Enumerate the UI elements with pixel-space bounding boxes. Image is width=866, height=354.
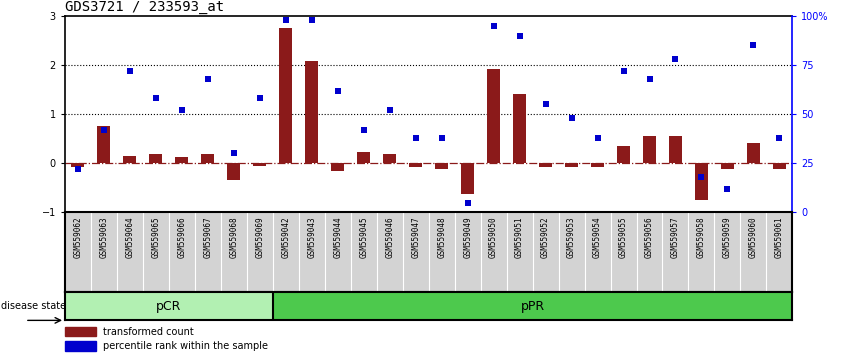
- Text: pPR: pPR: [520, 300, 545, 313]
- Text: GSM559052: GSM559052: [541, 216, 550, 258]
- Text: GSM559065: GSM559065: [152, 216, 160, 258]
- Text: GSM559061: GSM559061: [775, 216, 784, 258]
- Bar: [71, 163, 84, 167]
- Text: GSM559059: GSM559059: [723, 216, 732, 258]
- Bar: [513, 93, 527, 163]
- Text: GSM559056: GSM559056: [645, 216, 654, 258]
- Bar: [149, 154, 163, 163]
- Text: GSM559050: GSM559050: [489, 216, 498, 258]
- Text: pCR: pCR: [156, 300, 182, 313]
- Text: GSM559057: GSM559057: [671, 216, 680, 258]
- Text: percentile rank within the sample: percentile rank within the sample: [103, 341, 268, 351]
- Bar: [227, 163, 240, 181]
- Bar: [591, 163, 604, 167]
- Bar: [201, 154, 214, 163]
- Text: GSM559058: GSM559058: [697, 216, 706, 258]
- Bar: [435, 163, 449, 169]
- Bar: [331, 163, 345, 171]
- Text: GSM559054: GSM559054: [593, 216, 602, 258]
- Text: GSM559060: GSM559060: [749, 216, 758, 258]
- Bar: [746, 143, 760, 163]
- Bar: [65, 341, 95, 351]
- Text: GSM559055: GSM559055: [619, 216, 628, 258]
- Bar: [175, 158, 188, 163]
- Bar: [253, 163, 266, 166]
- Text: GSM559067: GSM559067: [204, 216, 212, 258]
- Bar: [772, 163, 786, 169]
- Text: GSM559049: GSM559049: [463, 216, 472, 258]
- Text: GSM559042: GSM559042: [281, 216, 290, 258]
- Bar: [357, 153, 371, 163]
- Text: GSM559051: GSM559051: [515, 216, 524, 258]
- Text: GSM559068: GSM559068: [229, 216, 238, 258]
- Text: GDS3721 / 233593_at: GDS3721 / 233593_at: [65, 0, 224, 13]
- Text: GSM559069: GSM559069: [255, 216, 264, 258]
- Bar: [97, 126, 111, 163]
- Bar: [123, 156, 137, 163]
- Text: GSM559062: GSM559062: [74, 216, 82, 258]
- Bar: [539, 163, 553, 167]
- Text: GSM559046: GSM559046: [385, 216, 394, 258]
- Bar: [643, 136, 656, 163]
- Text: GSM559043: GSM559043: [307, 216, 316, 258]
- Text: GSM559066: GSM559066: [178, 216, 186, 258]
- Text: GSM559047: GSM559047: [411, 216, 420, 258]
- Bar: [305, 61, 319, 163]
- Bar: [65, 292, 273, 320]
- Text: transformed count: transformed count: [103, 327, 194, 337]
- Bar: [409, 163, 422, 167]
- Bar: [273, 292, 792, 320]
- Bar: [565, 163, 578, 167]
- Bar: [669, 136, 682, 163]
- Text: disease state: disease state: [1, 301, 66, 311]
- Text: GSM559044: GSM559044: [333, 216, 342, 258]
- Bar: [461, 163, 474, 194]
- Bar: [487, 69, 500, 163]
- Bar: [383, 154, 396, 163]
- Text: GSM559053: GSM559053: [567, 216, 576, 258]
- Text: GSM559064: GSM559064: [126, 216, 134, 258]
- Bar: [695, 163, 708, 200]
- Text: GSM559063: GSM559063: [100, 216, 108, 258]
- Bar: [617, 146, 630, 163]
- Bar: [65, 327, 95, 336]
- Bar: [279, 28, 292, 163]
- Text: GSM559045: GSM559045: [359, 216, 368, 258]
- Text: GSM559048: GSM559048: [437, 216, 446, 258]
- Bar: [721, 163, 734, 169]
